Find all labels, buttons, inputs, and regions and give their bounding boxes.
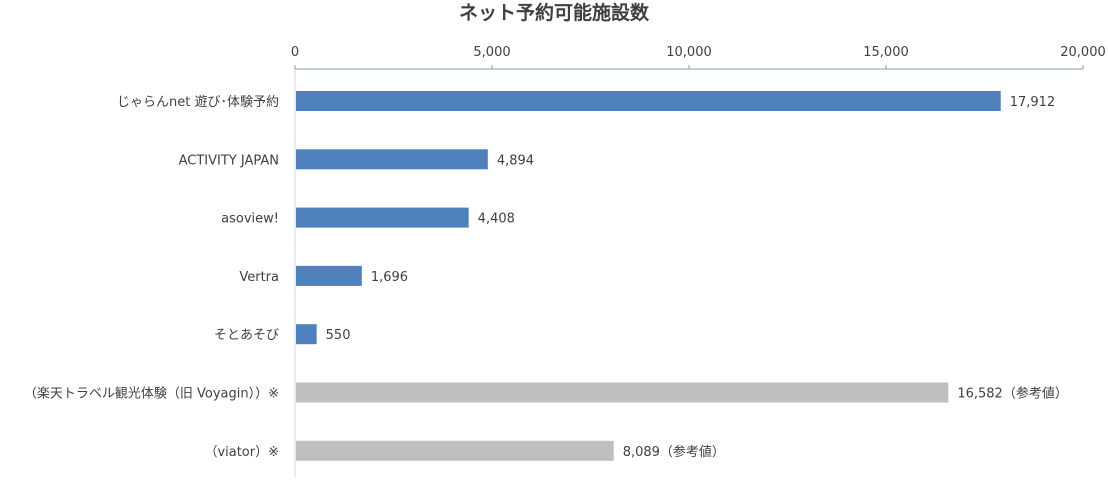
category-label: （viator）※ [204,445,279,460]
category-label: Vertra [239,270,279,285]
bar [296,149,488,170]
category-label: ACTIVITY JAPAN [179,153,279,168]
category-label: じゃらんnet 遊び･体験予約 [117,95,279,110]
x-tick-label: 20,000 [1060,45,1106,60]
data-label: 16,582（参考値） [957,386,1068,402]
data-label: 17,912 [1010,95,1056,110]
data-labels: 17,912 4,894 4,408 1,696 550 16,582（参考値） 8,089… [326,95,1068,460]
bar [296,382,949,403]
bar [296,324,317,345]
category-labels: じゃらんnet 遊び･体験予約 ACTIVITY JAPAN asoview! Ver… [24,95,279,460]
bars [296,91,1001,461]
bar [296,440,614,461]
x-tick-label: 0 [291,45,299,60]
chart-title: ネット予約可能施設数 [459,1,650,24]
data-label: 4,894 [497,153,534,168]
data-label: 8,089（参考値） [623,444,725,460]
data-label: 1,696 [371,270,408,285]
x-axis: 0 5,000 10,000 15,000 20,000 [291,45,1106,478]
category-label: （楽天トラベル観光体験（旧 Voyagin））※ [24,386,279,402]
x-tick-label: 10,000 [666,45,712,60]
bar [296,207,469,228]
category-label: そとあそび [214,328,279,343]
x-tick-label: 5,000 [473,45,510,60]
category-label: asoview! [221,212,279,227]
bar [296,265,362,286]
bar [296,91,1001,111]
data-label: 4,408 [478,212,515,227]
x-tick-label: 15,000 [863,45,909,60]
data-label: 550 [326,328,351,343]
